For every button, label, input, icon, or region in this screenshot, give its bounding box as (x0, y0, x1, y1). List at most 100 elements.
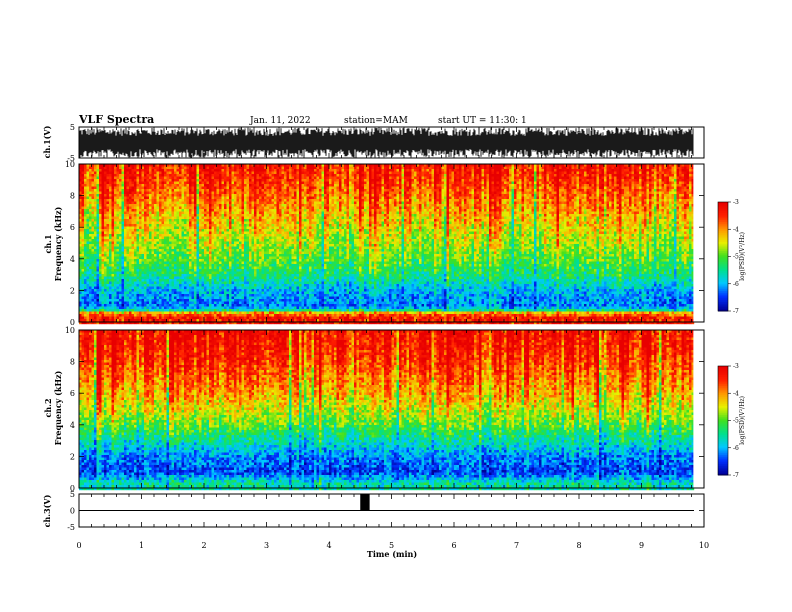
spectrogram-cell (82, 239, 85, 242)
spectrogram-cell (114, 207, 117, 210)
spectrogram-cell (134, 307, 137, 310)
spectrogram-cell (162, 292, 165, 295)
spectrogram-cell (164, 294, 167, 297)
spectrogram-cell (174, 284, 177, 287)
spectrogram-cell (94, 267, 97, 270)
spectrogram-cell (144, 287, 147, 290)
spectrogram-cell (129, 177, 132, 180)
spectrogram-cell (89, 222, 92, 225)
spectrogram-cell (164, 274, 167, 277)
spectrogram-cell (144, 317, 147, 320)
spectrogram-cell (162, 264, 165, 267)
spectrogram-cell (92, 229, 95, 232)
spectrogram-cell (99, 229, 102, 232)
spectrogram-cell (177, 234, 180, 237)
spectrogram-cell (154, 239, 157, 242)
spectrogram-cell (117, 212, 120, 215)
spectrogram-cell (124, 169, 127, 172)
spectrogram-cell (112, 254, 115, 257)
spectrogram-cell (144, 212, 147, 215)
spectrogram-cell (157, 314, 160, 317)
spectrogram-cell (152, 212, 155, 215)
spectrogram-cell (177, 257, 180, 260)
spectrogram-cell (99, 277, 102, 280)
spectrogram-cell (129, 184, 132, 187)
spectrogram-cell (99, 209, 102, 212)
spectrogram-cell (124, 249, 127, 252)
spectrogram-cell (129, 242, 132, 245)
spectrogram-cell (149, 297, 152, 300)
spectrogram-cell (177, 252, 180, 255)
spectrogram-cell (82, 294, 85, 297)
spectrogram-cell (104, 259, 107, 262)
spectrogram-cell (82, 182, 85, 185)
spectrogram-cell (87, 287, 90, 290)
spectrogram-cell (134, 287, 137, 290)
spectrogram-cell (112, 234, 115, 237)
spectrogram-cell (172, 214, 175, 217)
spectrogram-cell (82, 312, 85, 315)
spectrogram-cell (127, 212, 130, 215)
spectrogram-cell (107, 229, 110, 232)
spectrogram-cell (82, 167, 85, 170)
spectrogram-cell (114, 174, 117, 177)
spectrogram-cell (174, 247, 177, 250)
spectrogram-cell (124, 207, 127, 210)
spectrogram-cell (152, 264, 155, 267)
spectrogram-cell (119, 227, 122, 230)
spectrogram-cell (139, 222, 142, 225)
spectrogram-cell (112, 279, 115, 282)
spectrogram-cell (112, 317, 115, 320)
spectrogram-cell (152, 272, 155, 275)
spectrogram-cell (149, 192, 152, 195)
spectrogram-cell (154, 212, 157, 215)
spectrogram-cell (114, 239, 117, 242)
spectrogram-cell (139, 234, 142, 237)
spectrogram-cell (119, 289, 122, 292)
spectrogram-cell (112, 209, 115, 212)
spectrogram-cell (117, 267, 120, 270)
spectrogram-cell (94, 189, 97, 192)
spectrogram-cell (102, 309, 105, 312)
spectrogram-cell (99, 232, 102, 235)
spectrogram-cell (132, 247, 135, 250)
spectrogram-cell (147, 202, 150, 205)
spectrogram-cell (159, 249, 162, 252)
spectrogram-cell (139, 237, 142, 240)
spectrogram-cell (117, 182, 120, 185)
spectrogram-cell (82, 232, 85, 235)
spectrogram-cell (144, 209, 147, 212)
spectrogram-cell (142, 279, 145, 282)
spectrogram-cell (149, 194, 152, 197)
spectrogram-cell (149, 229, 152, 232)
spectrogram-cell (144, 244, 147, 247)
spectrogram-cell (152, 197, 155, 200)
spectrogram-cell (94, 184, 97, 187)
spectrogram-cell (97, 249, 100, 252)
spectrogram-cell (154, 309, 157, 312)
spectrogram-cell (152, 284, 155, 287)
spectrogram-cell (122, 269, 125, 272)
spectrogram-cell (172, 204, 175, 207)
spectrogram-cell (104, 174, 107, 177)
spectrogram-cell (124, 244, 127, 247)
spectrogram-cell (172, 224, 175, 227)
spectrogram-cell (162, 309, 165, 312)
spectrogram-cell (132, 282, 135, 285)
spectrogram-cell (99, 314, 102, 317)
spectrogram-cell (137, 227, 140, 230)
spectrogram-cell (162, 269, 165, 272)
spectrogram-cell (157, 252, 160, 255)
spectrogram-cell (112, 184, 115, 187)
spectrogram-cell (147, 209, 150, 212)
spectrogram-cell (144, 294, 147, 297)
spectrogram-cell (137, 189, 140, 192)
spectrogram-cell (167, 317, 170, 320)
spectrogram-cell (82, 207, 85, 210)
spectrogram-cell (92, 234, 95, 237)
spectrogram-cell (112, 252, 115, 255)
spectrogram-cell (99, 177, 102, 180)
spectrogram-cell (159, 277, 162, 280)
spectrogram-cell (154, 277, 157, 280)
spectrogram-cell (129, 202, 132, 205)
